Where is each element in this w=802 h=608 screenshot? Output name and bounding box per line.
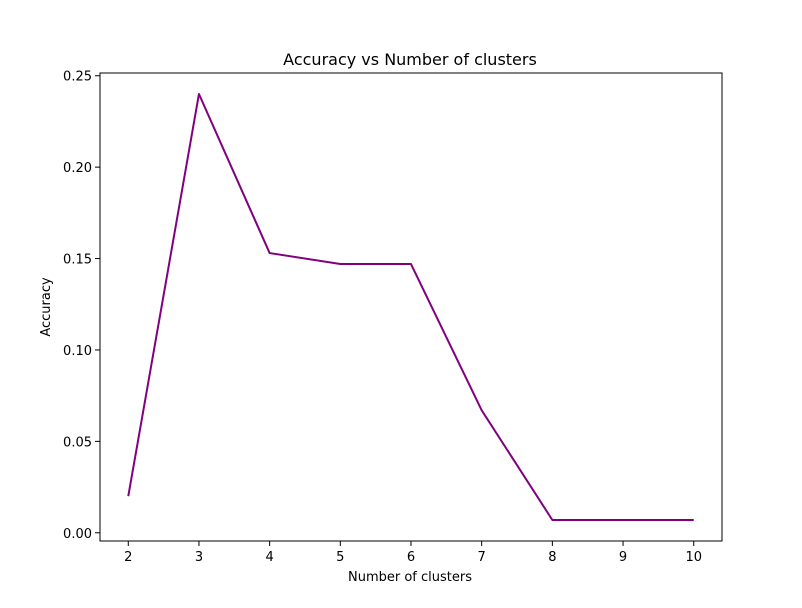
x-tick-label-6: 6 — [407, 550, 415, 565]
y-axis-label: Accuracy — [39, 277, 54, 337]
y-tick-label-5: 0.25 — [63, 70, 92, 85]
series-line-0 — [127, 93, 694, 521]
x-tick-label-4: 4 — [265, 550, 273, 565]
chart-title: Accuracy vs Number of clusters — [283, 50, 537, 69]
x-tick-label-3: 3 — [195, 550, 203, 565]
x-tick-label-9: 9 — [619, 550, 627, 565]
plot-area: 2 3 4 5 6 7 8 9 10 0.00 0.05 0.10 0.15 0.20 0.25 — [63, 70, 723, 565]
x-axis-label: Number of clusters — [348, 570, 472, 585]
y-tick-label-1: 0.05 — [63, 435, 92, 450]
y-tick-label-0: 0.00 — [63, 527, 92, 542]
x-tick-label-2: 2 — [124, 550, 132, 565]
x-tick-label-8: 8 — [548, 550, 556, 565]
y-tick-label-4: 0.20 — [63, 161, 92, 176]
y-tick-label-2: 0.10 — [63, 344, 92, 359]
x-tick-label-5: 5 — [336, 550, 344, 565]
x-tick-label-10: 10 — [685, 550, 702, 565]
y-tick-label-3: 0.15 — [63, 253, 92, 268]
x-tick-label-7: 7 — [478, 550, 486, 565]
